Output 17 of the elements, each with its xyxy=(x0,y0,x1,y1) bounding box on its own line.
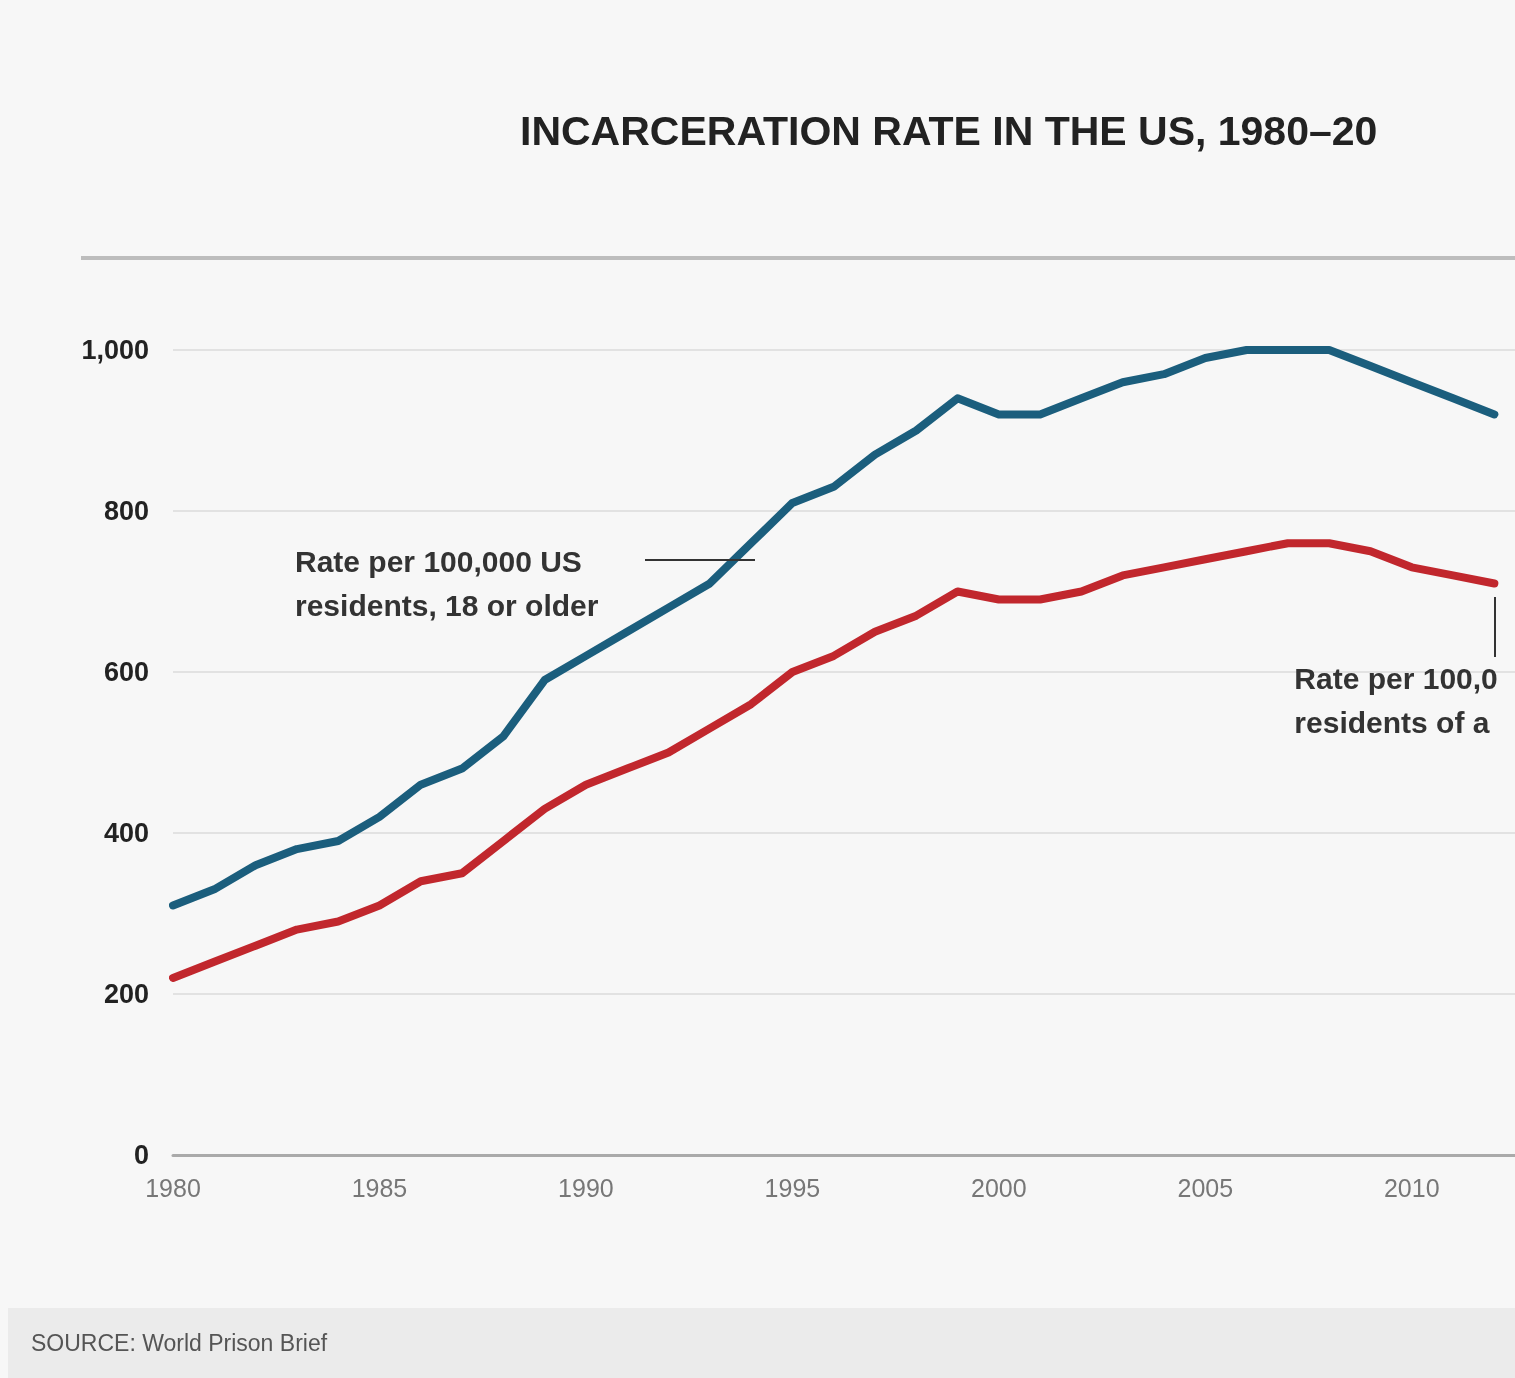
y-tick-label: 0 xyxy=(133,1140,149,1170)
x-tick-label: 2000 xyxy=(971,1173,1027,1202)
x-tick-label: 2010 xyxy=(1383,1173,1440,1202)
annotation: Rate per 100,000 US residents, 18 or older xyxy=(295,544,600,624)
annotation: Rate per 100,0 residents of a xyxy=(1294,662,1498,740)
y-tick-label: 600 xyxy=(103,657,149,687)
y-tick-label: 1,000 xyxy=(81,335,149,365)
x-tick-label: 2005 xyxy=(1177,1173,1234,1202)
x-tick-label: 1990 xyxy=(558,1173,614,1202)
y-tick-label: 800 xyxy=(103,496,149,526)
chart-title: INCARCERATION RATE IN THE US, 1980–20 xyxy=(520,108,1378,155)
y-tick-label: 400 xyxy=(103,818,149,848)
y-tick-label: 200 xyxy=(103,979,149,1009)
source-note: SOURCE: World Prison Brief xyxy=(31,1330,328,1357)
x-tick-label: 1980 xyxy=(145,1173,201,1202)
x-tick-label: 1985 xyxy=(351,1173,408,1202)
x-tick-label: 1995 xyxy=(764,1173,821,1202)
